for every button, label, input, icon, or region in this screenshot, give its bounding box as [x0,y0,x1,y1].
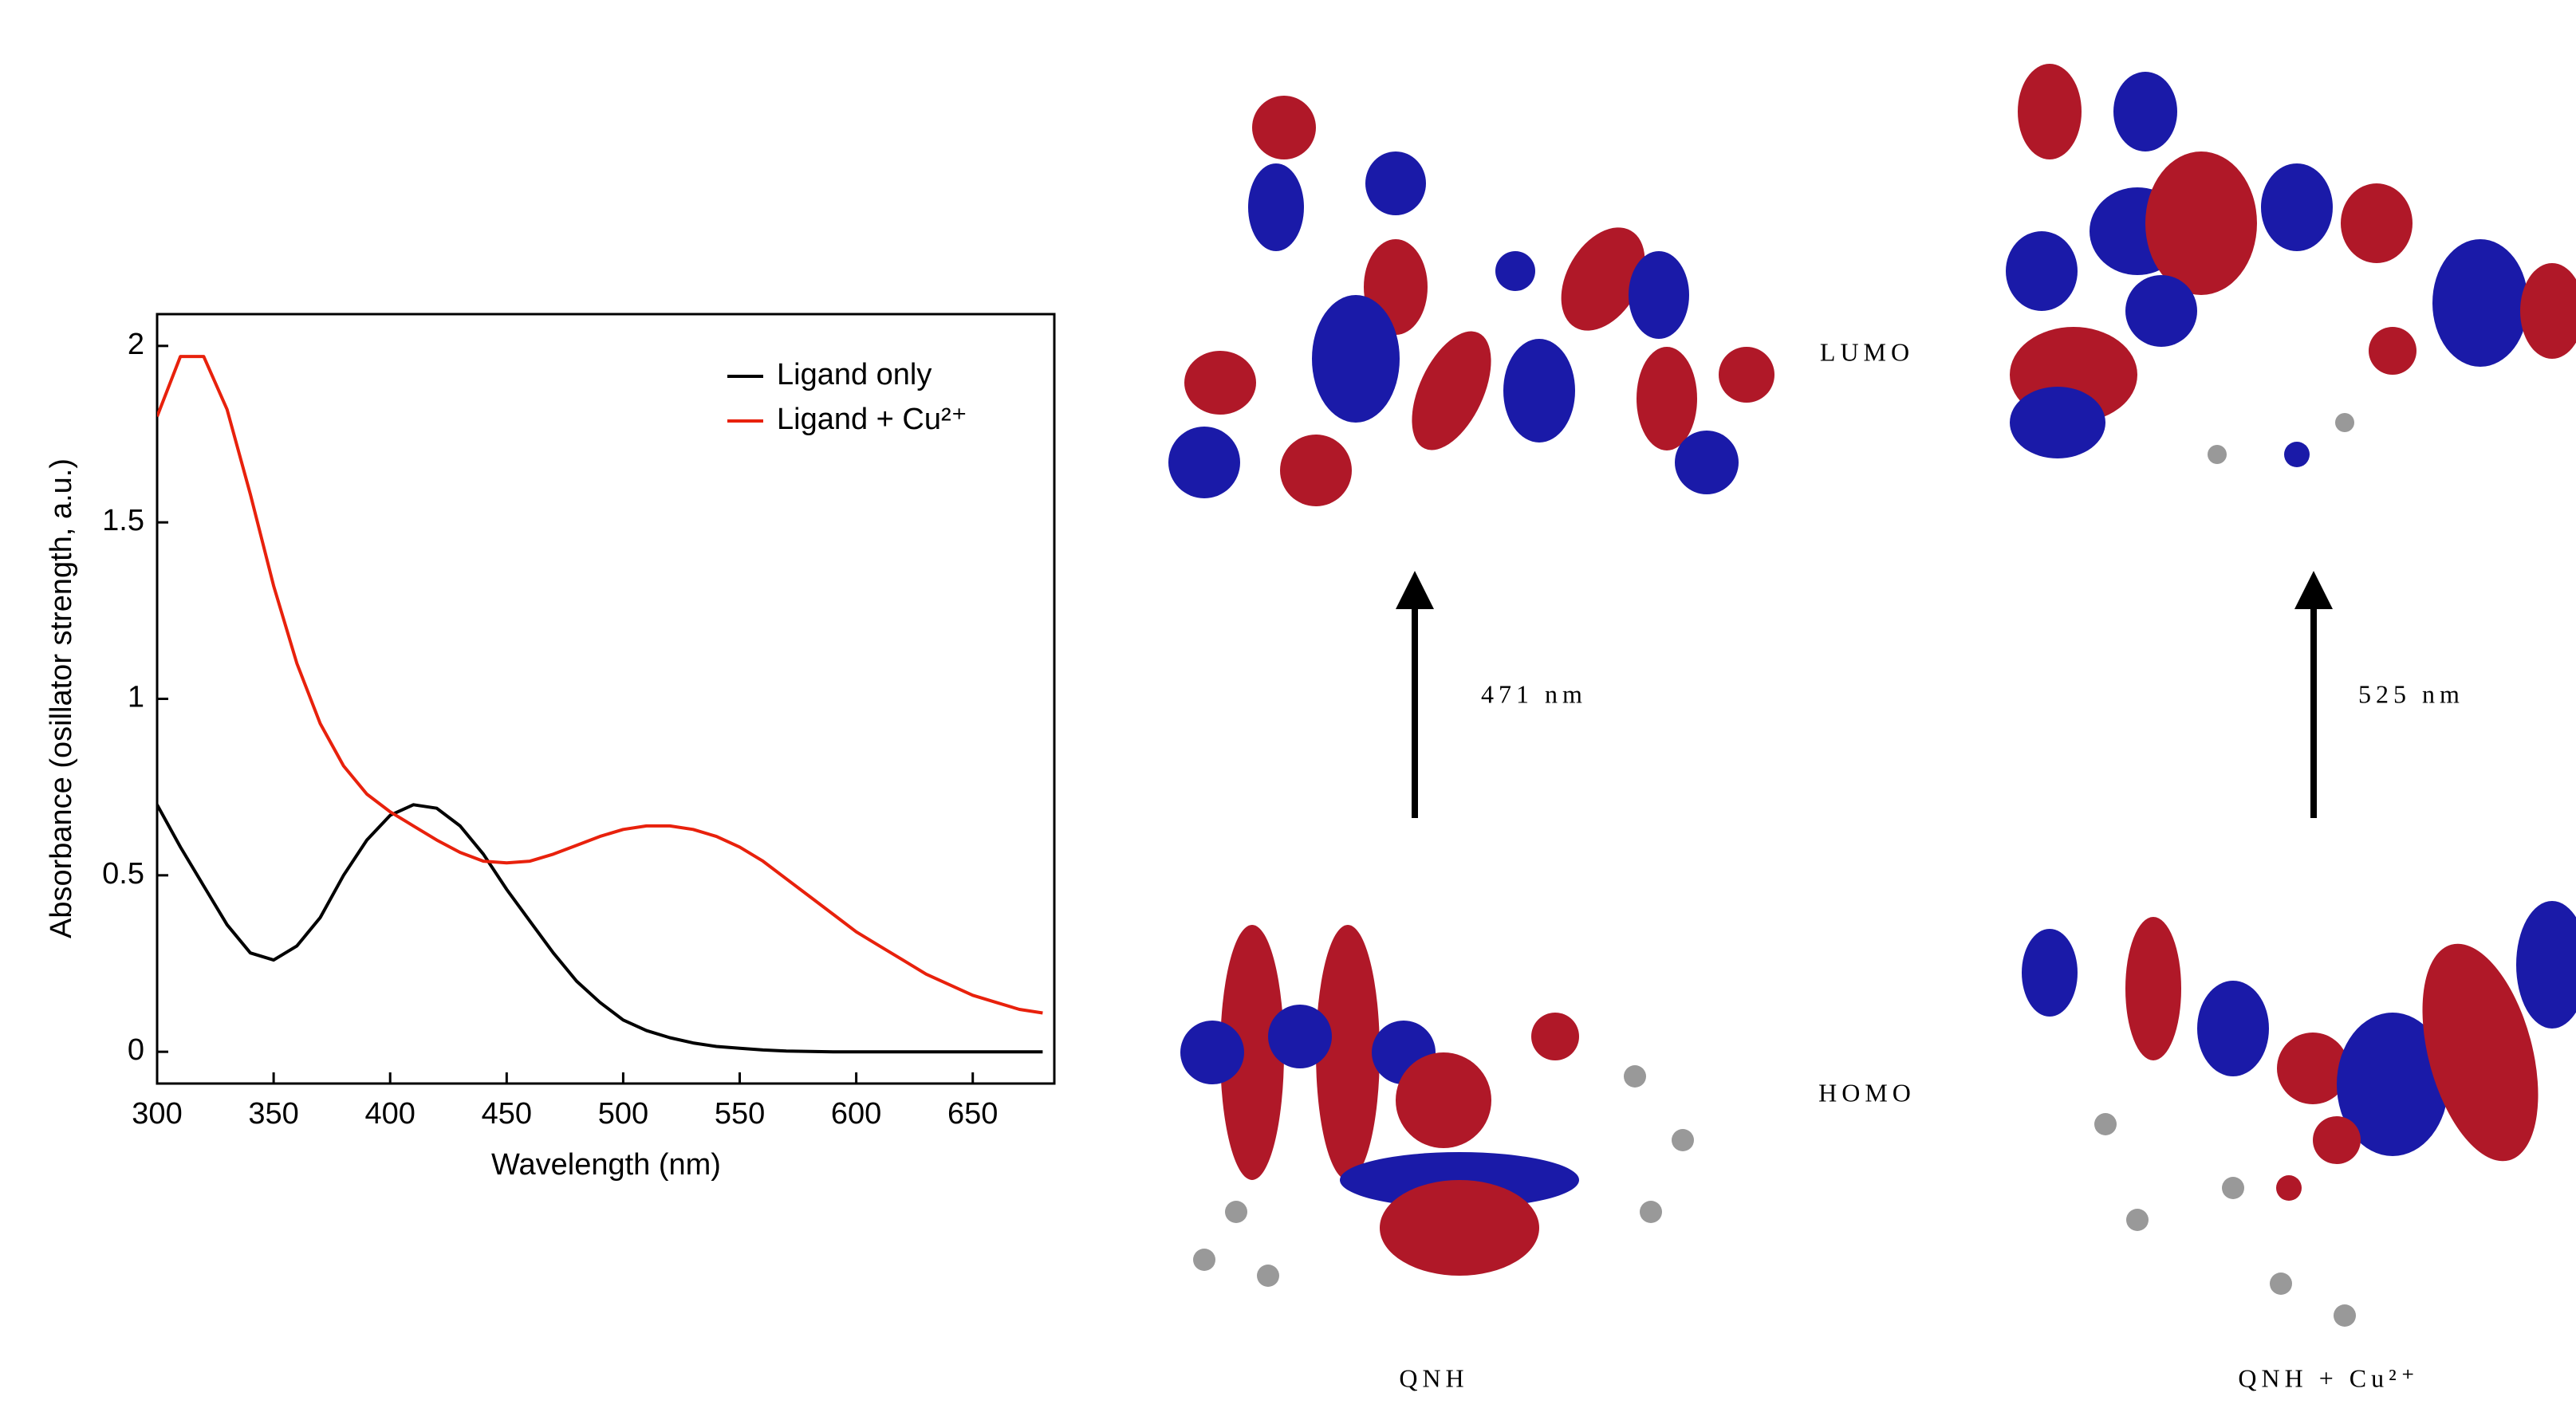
y-tick-label: 1.5 [102,504,144,537]
x-tick-label: 400 [365,1097,416,1131]
orbital-label: HOMO [1818,1078,1916,1107]
lumo-qnh-image [1168,96,1774,506]
orbital-label: LUMO [1820,337,1914,366]
legend-label: Ligand + Cu²⁺ [777,403,967,436]
x-tick-label: 450 [482,1097,532,1131]
lumo-complex-image [2006,64,2576,467]
molecule-label: QNH [1399,1363,1468,1392]
data-line [157,355,1043,1015]
homo-qnh-image [1180,925,1694,1287]
legend-label: Ligand only [777,358,932,391]
transition-label: 471 nm [1481,679,1587,708]
x-tick-label: 600 [831,1097,881,1131]
y-tick-label: 1 [128,681,144,714]
x-tick-label: 550 [715,1097,765,1131]
y-tick-label: 0.5 [102,857,144,891]
x-tick-label: 500 [598,1097,648,1131]
data-line [157,803,1043,1054]
molecule-label: QNH + Cu²⁺ [2238,1363,2419,1392]
homo-complex-image [2022,901,2576,1327]
transition-label: 525 nm [2358,679,2464,708]
x-tick-label: 350 [248,1097,298,1131]
y-tick-label: 0 [128,1033,144,1067]
x-tick-label: 300 [132,1097,182,1131]
y-axis-label: Absorbance (osillator strength, a.u.) [45,458,78,938]
y-tick-label: 2 [128,328,144,361]
x-tick-label: 650 [947,1097,998,1131]
x-axis-label: Wavelength (nm) [491,1148,721,1182]
